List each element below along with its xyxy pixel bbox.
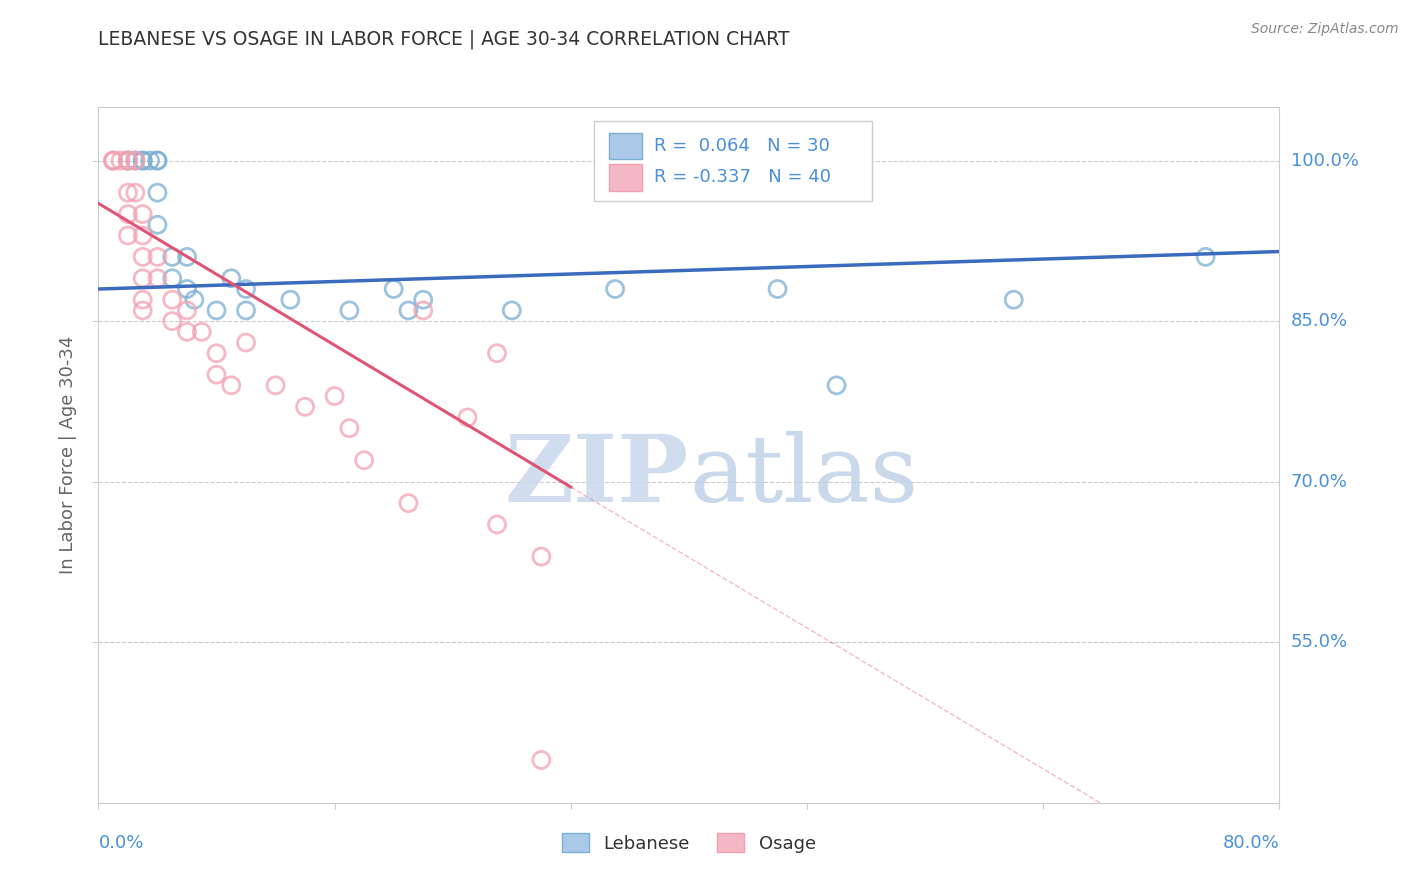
Text: 100.0%: 100.0% <box>1291 152 1358 169</box>
Point <box>294 400 316 414</box>
Point <box>110 153 132 168</box>
Text: R = -0.337   N = 40: R = -0.337 N = 40 <box>654 168 831 186</box>
Point <box>162 271 183 285</box>
Point <box>176 303 198 318</box>
Point <box>396 496 419 510</box>
Point <box>825 378 848 392</box>
Point <box>382 282 405 296</box>
Point <box>139 153 162 168</box>
Point <box>323 389 346 403</box>
Point <box>412 303 434 318</box>
Point <box>117 153 139 168</box>
Point <box>132 303 155 318</box>
Point <box>235 335 257 350</box>
Text: Source: ZipAtlas.com: Source: ZipAtlas.com <box>1251 22 1399 37</box>
Text: 70.0%: 70.0% <box>1291 473 1347 491</box>
Point <box>530 549 553 564</box>
Point <box>264 378 287 392</box>
Point <box>235 282 257 296</box>
Bar <box>609 133 641 159</box>
Point <box>501 303 523 318</box>
Point <box>124 153 146 168</box>
Bar <box>609 164 641 191</box>
Point <box>162 293 183 307</box>
Point <box>146 250 169 264</box>
Point <box>117 153 139 168</box>
Point <box>205 303 228 318</box>
Point <box>103 153 125 168</box>
Point <box>132 293 155 307</box>
Text: ZIP: ZIP <box>505 431 689 521</box>
Point <box>191 325 214 339</box>
Point <box>117 207 139 221</box>
Point <box>337 421 360 435</box>
Point <box>1002 293 1025 307</box>
Point <box>117 153 139 168</box>
Point <box>486 346 509 360</box>
Text: LEBANESE VS OSAGE IN LABOR FORCE | AGE 30-34 CORRELATION CHART: LEBANESE VS OSAGE IN LABOR FORCE | AGE 3… <box>98 29 790 49</box>
Point <box>117 186 139 200</box>
Point <box>124 186 146 200</box>
Point <box>117 228 139 243</box>
Point <box>132 228 155 243</box>
Point <box>183 293 205 307</box>
Point <box>530 753 553 767</box>
FancyBboxPatch shape <box>595 121 872 201</box>
Point <box>146 271 169 285</box>
Point <box>205 368 228 382</box>
Point <box>103 153 125 168</box>
Point <box>353 453 375 467</box>
Point <box>456 410 478 425</box>
Point <box>766 282 789 296</box>
Legend: Lebanese, Osage: Lebanese, Osage <box>555 826 823 860</box>
Point <box>486 517 509 532</box>
Point <box>132 250 155 264</box>
Text: atlas: atlas <box>689 431 918 521</box>
Point <box>205 346 228 360</box>
Point <box>396 303 419 318</box>
Point <box>412 293 434 307</box>
Point <box>146 153 169 168</box>
Point <box>162 314 183 328</box>
Text: R =  0.064   N = 30: R = 0.064 N = 30 <box>654 137 830 155</box>
Text: 80.0%: 80.0% <box>1223 834 1279 852</box>
Point <box>132 153 155 168</box>
Text: 55.0%: 55.0% <box>1291 633 1348 651</box>
Point <box>146 218 169 232</box>
Point <box>235 303 257 318</box>
Point <box>132 207 155 221</box>
Text: 85.0%: 85.0% <box>1291 312 1347 330</box>
Point <box>176 282 198 296</box>
Point <box>176 325 198 339</box>
Point <box>337 303 360 318</box>
Point <box>219 378 242 392</box>
Point <box>146 153 169 168</box>
Point <box>124 153 146 168</box>
Point <box>117 153 139 168</box>
Point <box>103 153 125 168</box>
Point <box>1195 250 1218 264</box>
Point <box>162 250 183 264</box>
Point <box>146 186 169 200</box>
Point <box>219 271 242 285</box>
Point <box>176 250 198 264</box>
Y-axis label: In Labor Force | Age 30-34: In Labor Force | Age 30-34 <box>59 335 77 574</box>
Point <box>278 293 302 307</box>
Point <box>132 153 155 168</box>
Text: 0.0%: 0.0% <box>98 834 143 852</box>
Point <box>605 282 627 296</box>
Point <box>132 271 155 285</box>
